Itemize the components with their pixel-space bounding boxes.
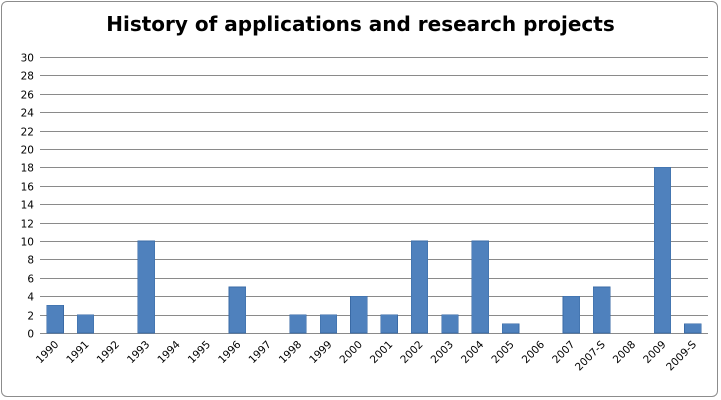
y-tick-label: 8 xyxy=(27,255,34,267)
y-tick-label: 16 xyxy=(21,182,35,194)
y-tick-label: 26 xyxy=(21,90,35,102)
y-tick-label: 30 xyxy=(21,53,34,65)
bar-2000 xyxy=(350,295,368,334)
x-tick-label: 1992 xyxy=(95,339,122,366)
x-tick-label: 2003 xyxy=(429,339,456,366)
x-tick-label: 2001 xyxy=(368,339,395,366)
y-tick-label: 20 xyxy=(21,145,34,157)
y-tick-label: 28 xyxy=(21,71,34,83)
bar-2001 xyxy=(380,314,398,334)
x-tick-label: 2008 xyxy=(611,339,638,366)
x-tick-label: 1994 xyxy=(155,338,183,366)
bar-2007-S xyxy=(593,286,611,334)
bar-1993 xyxy=(137,240,155,334)
bar-1991 xyxy=(76,314,95,334)
x-tick-label: 1991 xyxy=(64,339,91,366)
bar-2005 xyxy=(501,323,520,334)
x-tick-label: 1996 xyxy=(216,338,244,366)
bars xyxy=(46,167,702,334)
x-tick-label: 1999 xyxy=(307,339,334,366)
y-tick-label: 10 xyxy=(21,237,34,249)
x-tick-label: 1990 xyxy=(34,339,61,366)
bar-2009-S xyxy=(684,323,702,334)
x-tick-label: 1997 xyxy=(246,339,273,366)
bar-2004 xyxy=(471,240,489,334)
y-tick-label: 2 xyxy=(27,311,34,323)
x-tick-label: 2005 xyxy=(489,339,516,366)
y-tick-label: 22 xyxy=(21,127,34,139)
x-tick-label: 1998 xyxy=(277,339,304,366)
bar-1998 xyxy=(289,314,307,334)
x-tick-label: 2009-S xyxy=(664,338,699,373)
chart-title: History of applications and research pro… xyxy=(106,12,615,36)
x-tick-label: 1993 xyxy=(125,339,152,366)
x-tick-label: 2007 xyxy=(550,339,577,366)
bar-2009 xyxy=(653,167,672,334)
y-tick-label: 24 xyxy=(21,108,35,120)
x-tick-label: 2009 xyxy=(641,339,668,366)
x-tick-label: 2006 xyxy=(520,338,548,366)
x-tick-label: 2000 xyxy=(338,339,365,366)
x-tick-label: 2002 xyxy=(398,339,425,366)
x-tick-label: 1995 xyxy=(186,339,213,366)
y-tick-label: 6 xyxy=(27,274,34,286)
x-tick-label: 2004 xyxy=(459,338,487,366)
y-tick-label: 4 xyxy=(27,292,34,304)
y-tick-label: 12 xyxy=(21,219,34,231)
y-tick-label: 18 xyxy=(21,163,34,175)
bar-2002 xyxy=(410,240,429,334)
bar-1996 xyxy=(228,286,247,334)
y-tick-label: 0 xyxy=(27,329,34,341)
bar-2007 xyxy=(562,295,581,334)
bar-1999 xyxy=(319,314,338,334)
y-tick-label: 14 xyxy=(21,200,35,212)
x-tick-label: 2007-S xyxy=(573,338,608,373)
bar-1990 xyxy=(46,305,64,334)
bar-2003 xyxy=(441,314,459,334)
x-axis-tick-labels: 1990 1991 1992 1993 1994 1995 1996 1997 1998 1999… xyxy=(34,338,699,373)
